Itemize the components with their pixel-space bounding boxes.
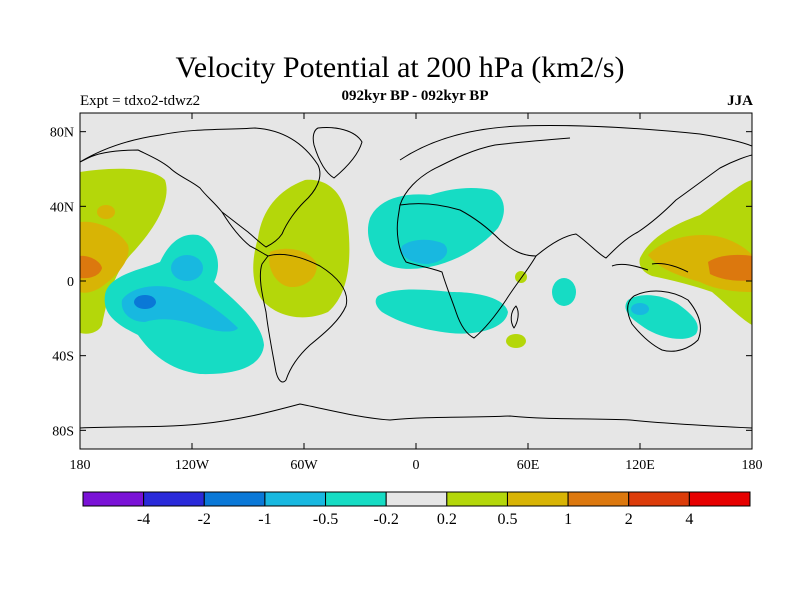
colorbar-swatch: [506, 491, 569, 507]
period-label: 092kyr BP - 092kyr BP: [341, 88, 489, 104]
colorbar-label: -4: [137, 511, 150, 528]
latitude-labels: 80N 40N 0 40S 80S: [50, 126, 74, 440]
colorbar-label: 1: [564, 511, 572, 528]
australia-coastline: [627, 290, 701, 352]
greenland-coastline: [312, 127, 363, 179]
lon-label: 60W: [290, 458, 318, 473]
colorbar-swatch: [325, 491, 387, 507]
east-pacific-negative-spot: [171, 255, 203, 281]
colorbar-swatch: [385, 491, 448, 507]
colorbar-swatch: [628, 491, 690, 507]
asia-coastline: [535, 154, 752, 259]
central-pacific-positive-spot: [97, 205, 115, 219]
lon-label: 180: [742, 458, 763, 473]
colorbar-label: -0.2: [374, 511, 399, 528]
europe-coastline: [399, 137, 571, 206]
australia-negative-core: [631, 303, 649, 315]
south-america-coastline: [259, 253, 348, 383]
lat-label: 80S: [52, 424, 74, 439]
colorbar-swatch: [688, 491, 751, 507]
central-pacific-positive-peak: [80, 255, 102, 279]
map-title: Velocity Potential at 200 hPa (km2/s): [175, 51, 625, 84]
lon-label: 0: [413, 458, 420, 473]
east-pacific-negative-peak: [134, 295, 156, 309]
indian-ocean-negative-spot: [552, 278, 576, 306]
lon-label: 60E: [517, 458, 540, 473]
madagascar-positive-spot: [506, 334, 526, 348]
colorbar: [82, 491, 751, 507]
colorbar-label: -2: [198, 511, 211, 528]
colorbar-swatch: [567, 491, 630, 507]
colorbar-label: 0.2: [437, 511, 457, 528]
coastlines: [80, 124, 752, 429]
colorbar-swatch: [143, 491, 205, 507]
experiment-label: Expt = tdxo2-tdwz2: [80, 93, 201, 109]
lon-label: 120W: [175, 458, 210, 473]
longitude-labels: 180 120W 60W 0 60E 120E 180: [70, 458, 763, 473]
positive-anomaly-layer: [80, 168, 752, 348]
map-area: [80, 113, 752, 449]
americas-atlantic-positive-region: [253, 179, 350, 318]
lon-label: 180: [70, 458, 91, 473]
north-america-coastline: [80, 127, 321, 248]
lat-label: 40N: [50, 200, 74, 215]
colorbar-labels: -4 -2 -1 -0.5 -0.2 0.2 0.5 1 2 4: [137, 511, 693, 528]
lat-label: 40S: [52, 350, 74, 365]
lon-label: 120E: [625, 458, 655, 473]
antarctica-coastline: [80, 403, 752, 429]
lat-label: 0: [67, 275, 74, 290]
central-america-coastline: [221, 211, 269, 257]
colorbar-swatch: [264, 491, 327, 507]
colorbar-label: -0.5: [313, 511, 338, 528]
lat-label: 80N: [50, 126, 74, 141]
colorbar-swatch: [446, 491, 508, 507]
south-atlantic-negative-region: [375, 289, 508, 334]
madagascar-coastline: [510, 305, 519, 329]
negative-anomaly-layer: [104, 187, 698, 375]
axis-ticks: [79, 113, 753, 449]
season-label: JJA: [727, 93, 753, 109]
colorbar-swatch: [82, 491, 145, 507]
colorbar-label: 2: [625, 511, 633, 528]
west-pacific-positive-peak: [708, 254, 752, 281]
colorbar-swatch: [203, 491, 266, 507]
south-america-positive-core: [269, 248, 317, 288]
colorbar-label: 4: [685, 511, 693, 528]
colorbar-label: -1: [258, 511, 271, 528]
arctic-coastline: [399, 124, 752, 161]
colorbar-label: 0.5: [497, 511, 517, 528]
indonesia-coastline: [611, 263, 689, 273]
africa-negative-core: [401, 239, 448, 264]
africa-coastline: [396, 203, 537, 339]
